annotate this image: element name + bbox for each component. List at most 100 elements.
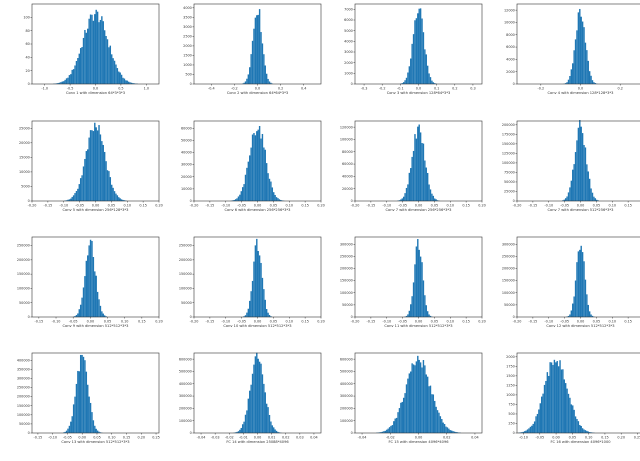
y-tick-label: 80000 bbox=[342, 150, 353, 154]
histogram-bar bbox=[271, 187, 274, 201]
histogram-bar bbox=[91, 130, 93, 201]
histogram-bar bbox=[410, 371, 412, 433]
histogram-bar bbox=[384, 430, 387, 433]
x-tick-label: -0.01 bbox=[239, 436, 248, 440]
histogram-bar bbox=[81, 175, 83, 201]
y-tick-label: 10000 bbox=[504, 21, 515, 25]
y-tick-label: 400000 bbox=[179, 382, 192, 386]
histogram-bar bbox=[241, 424, 244, 433]
x-tick-label: 0.20 bbox=[137, 436, 145, 440]
histogram-bar bbox=[411, 156, 413, 201]
histogram-bar bbox=[258, 255, 261, 317]
histogram-bar bbox=[441, 419, 443, 433]
histogram-bar bbox=[557, 366, 560, 433]
y-tick-label: 100000 bbox=[179, 419, 192, 423]
histogram-bar bbox=[533, 421, 536, 433]
y-tick-label: 25000 bbox=[19, 126, 30, 130]
histogram-bar bbox=[270, 181, 272, 201]
x-tick-label: 0.00 bbox=[78, 436, 86, 440]
histogram-bar bbox=[256, 238, 258, 317]
histogram-bar bbox=[74, 65, 76, 84]
histogram-bar bbox=[450, 430, 453, 433]
x-tick-label: -0.05 bbox=[398, 320, 407, 324]
histogram-bar bbox=[77, 58, 79, 84]
histogram-bar bbox=[424, 295, 426, 317]
histogram-bar bbox=[593, 196, 595, 201]
histogram-bar bbox=[89, 14, 92, 85]
histogram-bar bbox=[567, 393, 570, 433]
histogram-bar bbox=[449, 430, 451, 433]
histogram-bar bbox=[75, 315, 78, 317]
x-tick-label: -0.20 bbox=[513, 204, 522, 208]
histogram-bar bbox=[91, 240, 93, 317]
histogram-bar bbox=[398, 408, 401, 433]
x-tick-label: -0.10 bbox=[382, 320, 391, 324]
histogram-bar bbox=[584, 430, 587, 433]
histogram-bar bbox=[84, 158, 86, 201]
histogram-bar bbox=[249, 67, 251, 84]
histogram-svg: -0.4 -0.2 0.0 0.2 0.4 0 500 1000 1500 2000 2500 300… bbox=[183, 3, 322, 91]
x-axis-label: Conv 1 with dimension 64*3*3*3 bbox=[65, 91, 126, 95]
histogram-bar bbox=[418, 124, 420, 201]
y-tick-label: 100000 bbox=[17, 287, 30, 291]
y-tick-label: 4000 bbox=[183, 6, 192, 10]
x-axis-label: Conv 6 with dimension 256*256*3*3 bbox=[224, 208, 291, 212]
histogram-bar bbox=[258, 9, 261, 85]
histogram-bar bbox=[254, 356, 257, 433]
histogram-bar bbox=[398, 200, 401, 201]
histogram-bar bbox=[421, 18, 423, 84]
y-tick-label: 7000 bbox=[344, 7, 353, 11]
y-tick-label: 250000 bbox=[502, 254, 515, 258]
histogram-bar bbox=[84, 29, 86, 85]
histogram-bar bbox=[92, 257, 95, 317]
histogram-bar bbox=[422, 360, 425, 433]
y-tick-label: 0 bbox=[28, 431, 30, 435]
histogram-bar bbox=[68, 425, 71, 433]
y-tick-label: 100000 bbox=[17, 413, 30, 417]
histogram-bar bbox=[425, 305, 427, 317]
histogram-bar bbox=[127, 81, 130, 84]
y-tick-label: 0 bbox=[513, 315, 515, 319]
histogram-bar bbox=[251, 134, 254, 201]
x-tick-label: -0.15 bbox=[205, 204, 214, 208]
histogram-bar bbox=[112, 58, 114, 84]
histogram-bar bbox=[405, 315, 408, 317]
histogram-panel: -0.10 -0.05 0.00 0.05 0.10 0.15 0.20 0.25 0 250 50… bbox=[497, 352, 640, 451]
histogram-bar bbox=[579, 249, 581, 317]
histogram-bar bbox=[570, 404, 573, 433]
histogram-bar bbox=[434, 400, 436, 433]
y-tick-label: 600000 bbox=[179, 357, 192, 361]
y-tick-label: 1000 bbox=[183, 63, 192, 67]
histogram-bar bbox=[428, 386, 430, 433]
histogram-bar bbox=[576, 30, 578, 85]
x-tick-label: 0.01 bbox=[268, 436, 276, 440]
histogram-bar bbox=[68, 199, 71, 201]
histogram-bar bbox=[579, 8, 581, 84]
histogram-bar bbox=[442, 422, 444, 433]
histogram-bar bbox=[249, 300, 251, 317]
histogram-bar bbox=[253, 261, 255, 317]
histogram-panel: -0.15 -0.10 -0.05 0.00 0.05 0.10 0.15 0.20 0 5000… bbox=[12, 236, 163, 335]
histogram-panel: -0.20 -0.15 -0.10 -0.05 0.00 0.05 0.10 0.15 0.20… bbox=[335, 120, 486, 219]
histogram-bar bbox=[95, 428, 97, 433]
histogram-bar bbox=[243, 421, 245, 433]
histogram-bar bbox=[410, 304, 412, 317]
histogram-bar bbox=[74, 193, 76, 201]
histogram-bar bbox=[123, 78, 126, 84]
y-tick-label: 200000 bbox=[17, 258, 30, 262]
y-tick-label: 1750 bbox=[506, 364, 515, 368]
histogram-bar bbox=[412, 150, 415, 201]
histogram-bar bbox=[580, 126, 582, 201]
histogram-bar bbox=[71, 196, 73, 201]
x-tick-label: 0.0 bbox=[578, 87, 583, 91]
histogram-bar bbox=[588, 432, 591, 433]
histogram-bar bbox=[584, 147, 587, 201]
histogram-bar bbox=[539, 403, 541, 433]
x-tick-label: -0.20 bbox=[190, 204, 199, 208]
histogram-bar bbox=[549, 362, 551, 433]
histogram-bar bbox=[88, 245, 90, 317]
y-tick-label: 5000 bbox=[21, 185, 30, 189]
histogram-bar bbox=[89, 402, 92, 433]
histogram-bar bbox=[75, 383, 78, 433]
histogram-panel: -1.0 -0.5 0.0 0.5 1.0 0 20 40 60 80 100 Conv 1 with… bbox=[12, 3, 161, 102]
